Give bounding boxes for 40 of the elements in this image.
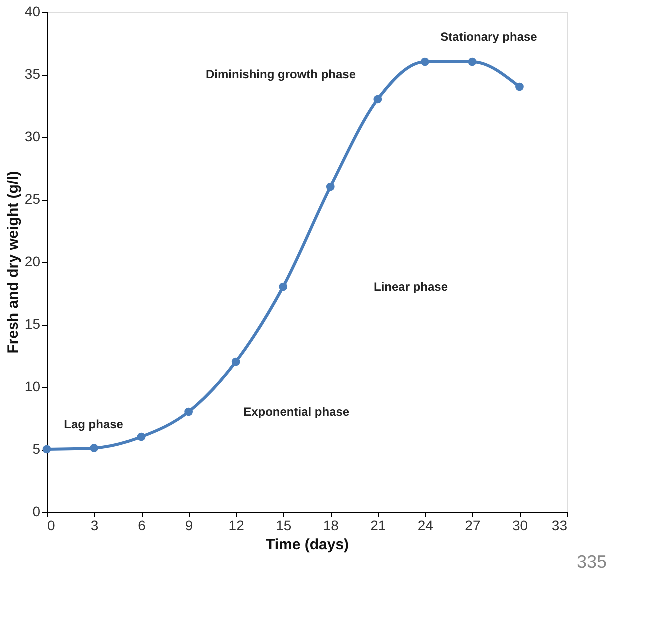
x-tick-label: 12 [228, 518, 245, 534]
y-tick-label: 40 [24, 4, 41, 20]
x-tick-label: 15 [276, 518, 292, 534]
point [468, 58, 477, 66]
annotation: Stationary phase [440, 30, 538, 44]
x-tick-label: 9 [185, 518, 194, 534]
y-tick-label: 30 [24, 128, 41, 144]
point [326, 182, 335, 192]
annotation: Diminishing growth phase [206, 68, 356, 82]
annotation: Linear phase [374, 280, 448, 294]
x-tick-label: 21 [370, 518, 386, 534]
point [137, 432, 146, 442]
y-tick-label: 10 [24, 378, 41, 394]
x-tick-label: 6 [138, 518, 146, 534]
annotation: Exponential phase [244, 405, 350, 419]
y-tick-label: 35 [24, 66, 41, 82]
x-tick-label: 33 [552, 518, 568, 534]
x-tick-label: 27 [465, 518, 481, 534]
point [374, 95, 382, 104]
annotation: Lag phase [64, 418, 124, 432]
y-tick-label: 5 [32, 441, 41, 457]
y-tick-label: 0 [32, 504, 41, 520]
x-tick-label: 0 [48, 518, 56, 534]
point [42, 445, 52, 454]
y-tick-label: 25 [24, 191, 41, 207]
y-tick-label: 15 [24, 316, 41, 332]
x-tick-label: 24 [418, 518, 434, 534]
y-tick-label: 20 [24, 254, 41, 270]
y-axis-title: Fresh and dry weight (g/l) [4, 171, 22, 354]
point [421, 58, 430, 66]
text: 335 [576, 552, 607, 572]
point [184, 408, 193, 416]
x-tick-label: 30 [512, 518, 528, 534]
point [279, 282, 288, 292]
point [232, 358, 240, 366]
point [516, 82, 524, 92]
point [90, 444, 98, 452]
x-axis-title: Time (days) [266, 536, 350, 554]
x-tick-label: 18 [323, 518, 340, 534]
x-tick-label: 3 [90, 518, 99, 534]
